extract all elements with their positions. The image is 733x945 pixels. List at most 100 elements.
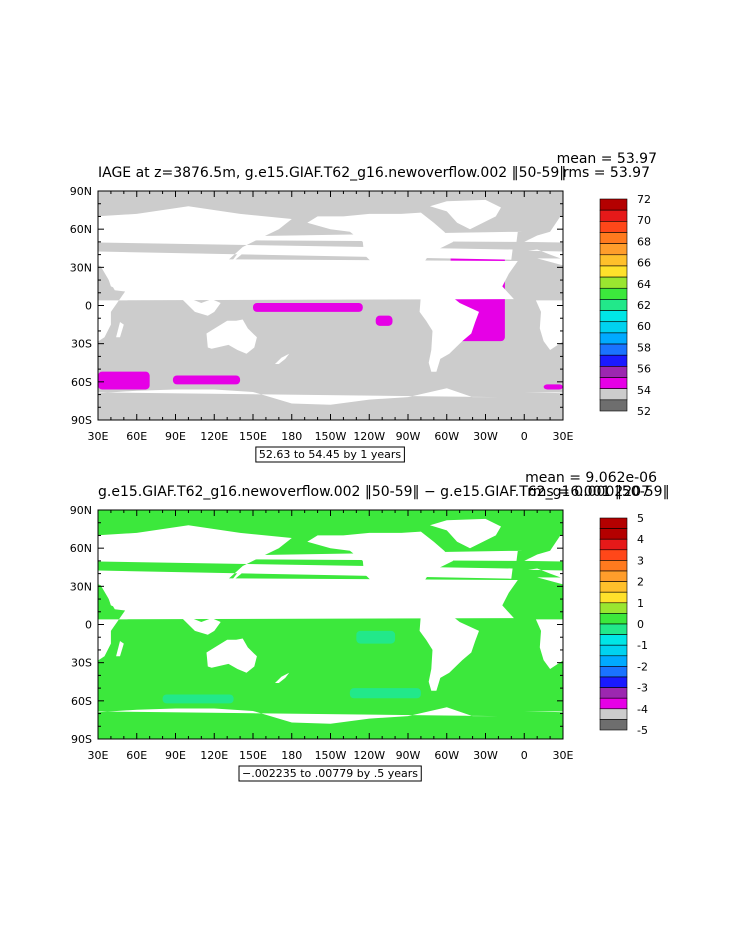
- land-africa: [535, 258, 563, 350]
- colorbar-swatch: [599, 623, 628, 635]
- colorbar-swatch: [599, 538, 628, 551]
- x-tick-label: 90W: [396, 749, 421, 762]
- land-arabia: [104, 267, 135, 289]
- y-tick-label: 90N: [70, 504, 92, 517]
- land-uk: [98, 231, 522, 242]
- land-antarctica: [98, 388, 499, 405]
- colorbar-label: 54: [637, 384, 651, 397]
- contour-info: −.002235 to .00779 by .5 years: [242, 767, 418, 780]
- stat-mean: mean = 9.062e-06: [525, 470, 657, 486]
- land-africa: [535, 577, 563, 669]
- colorbar-swatch: [599, 377, 628, 389]
- y-tick-label: 30N: [70, 580, 92, 593]
- colorbar-swatch: [599, 549, 628, 561]
- land-australia: [672, 320, 722, 354]
- contour-info: 52.63 to 54.45 by 1 years: [259, 448, 402, 461]
- land-samerica: [419, 290, 479, 372]
- x-tick-label: 30E: [553, 430, 574, 443]
- land-indonesia: [647, 617, 686, 635]
- land-japan: [227, 567, 243, 584]
- field-region-3: [356, 630, 396, 644]
- x-tick-label: 120E: [200, 749, 228, 762]
- colorbar-label: 1: [637, 597, 644, 610]
- land-uk: [525, 238, 563, 240]
- land-australia: [672, 639, 722, 673]
- land-indonesia: [647, 298, 686, 316]
- colorbar-swatch: [599, 332, 628, 345]
- colorbar-label: 70: [637, 214, 651, 227]
- y-tick-label: 30S: [71, 657, 92, 670]
- colorbar-label: -5: [637, 724, 648, 737]
- x-tick-label: 0: [521, 430, 528, 443]
- land-madagascar: [116, 641, 124, 657]
- colorbar-swatch: [599, 232, 628, 244]
- land-namerica: [307, 531, 454, 615]
- colorbar-label: 56: [637, 363, 651, 376]
- y-tick-label: 60N: [70, 223, 92, 236]
- x-tick-label: 60W: [434, 749, 459, 762]
- colorbar-label: 68: [637, 235, 651, 248]
- land-arabia: [570, 267, 600, 289]
- field-region-5: [98, 371, 150, 390]
- x-tick-label: 30E: [88, 430, 109, 443]
- colorbar-swatch: [599, 310, 628, 323]
- land-japan: [227, 248, 243, 265]
- x-tick-label: 90E: [165, 749, 186, 762]
- colorbar-swatch: [599, 299, 628, 311]
- colorbar-swatch: [599, 634, 628, 646]
- colorbar-label: -1: [637, 639, 648, 652]
- land-arabia: [570, 586, 600, 608]
- land-namerica: [307, 212, 454, 296]
- x-tick-label: 120E: [200, 430, 228, 443]
- colorbar-swatch: [599, 687, 628, 699]
- stat-mean: mean = 53.97: [557, 151, 657, 167]
- panel-title: IAGE at z=3876.5m, g.e15.GIAF.T62_g16.ne…: [98, 165, 566, 181]
- colorbar-swatch: [599, 655, 628, 667]
- colorbar-label: 66: [637, 257, 651, 270]
- x-tick-label: 60W: [434, 430, 459, 443]
- colorbar-label: 5: [637, 512, 644, 525]
- colorbar-label: 60: [637, 320, 651, 333]
- colorbar-label: 3: [637, 554, 644, 567]
- x-tick-label: 90E: [165, 430, 186, 443]
- land-australia: [206, 638, 257, 673]
- land-eurasia: [524, 216, 563, 260]
- y-tick-label: 60S: [71, 695, 92, 708]
- stat-rms: rms = 0.0002207: [527, 484, 650, 500]
- land-uk: [525, 557, 563, 559]
- colorbar-label: 62: [637, 299, 651, 312]
- colorbar-swatch: [599, 366, 628, 378]
- colorbar-swatch: [599, 644, 628, 657]
- colorbar-swatch: [599, 528, 628, 540]
- panel-1: 30E 60E 90E 120E 150E 180 150W 120W 90W 60W 30W 0 30…: [70, 151, 722, 463]
- colorbar-swatch: [599, 591, 628, 604]
- colorbar-swatch: [599, 265, 628, 278]
- colorbar-swatch: [599, 570, 628, 582]
- colorbar-swatch: [599, 517, 628, 529]
- land-indonesia: [182, 297, 221, 316]
- x-tick-label: 0: [521, 749, 528, 762]
- colorbar-swatch: [599, 708, 628, 720]
- colorbar-swatch: [599, 602, 628, 614]
- panel-title: g.e15.GIAF.T62_g16.newoverflow.002 ‖50-5…: [98, 484, 670, 500]
- land-uk: [98, 550, 522, 561]
- x-tick-label: 30W: [473, 749, 498, 762]
- x-tick-label: 150E: [239, 749, 267, 762]
- y-tick-label: 0: [85, 619, 92, 632]
- y-tick-label: 0: [85, 300, 92, 313]
- land-greenland: [430, 199, 501, 230]
- x-tick-label: 60E: [126, 430, 147, 443]
- colorbar-swatch: [599, 221, 628, 233]
- y-tick-label: 90S: [71, 733, 92, 746]
- colorbar-label: 72: [637, 193, 651, 206]
- colorbar-swatch: [599, 581, 628, 593]
- colorbar-swatch: [599, 198, 628, 211]
- x-tick-label: 150W: [315, 430, 347, 443]
- field-region-6: [543, 384, 563, 390]
- colorbar-label: -2: [637, 660, 648, 673]
- land-antarctica: [98, 707, 499, 724]
- y-tick-label: 90S: [71, 414, 92, 427]
- colorbar-swatch: [599, 343, 628, 356]
- colorbar-swatch: [599, 666, 628, 678]
- colorbar-label: 2: [637, 576, 644, 589]
